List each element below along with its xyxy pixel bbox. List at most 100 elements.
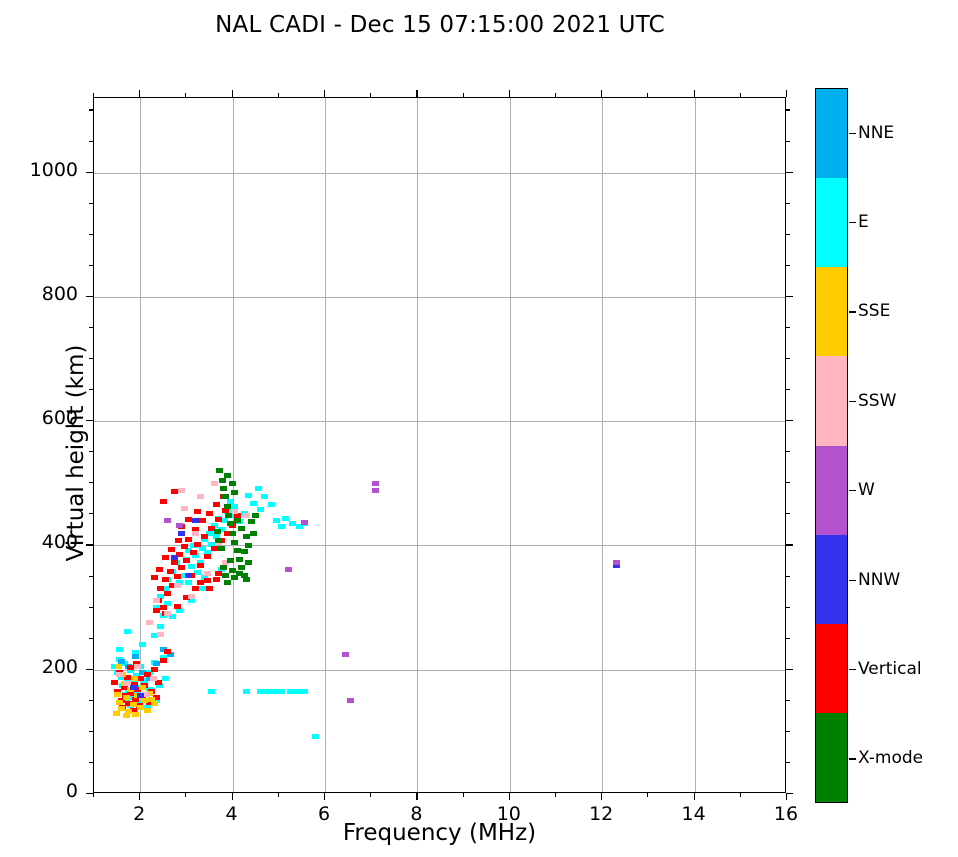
gridline-vertical <box>140 98 142 792</box>
colorbar-label-w: W <box>858 480 875 501</box>
x-tick-minor <box>185 93 187 97</box>
colorbar-label-sse: SSE <box>858 301 891 322</box>
data-point <box>132 653 140 659</box>
data-point <box>284 566 292 572</box>
data-point <box>129 707 137 713</box>
data-point <box>240 549 248 555</box>
data-point <box>141 698 149 704</box>
data-point <box>178 530 186 536</box>
data-point <box>185 572 193 578</box>
y-tick <box>86 668 93 670</box>
data-point <box>185 580 193 586</box>
data-point <box>268 501 276 507</box>
data-point <box>162 577 170 583</box>
y-tick-minor <box>89 202 93 204</box>
data-point <box>196 494 204 500</box>
data-point <box>142 692 150 698</box>
data-point <box>113 692 121 698</box>
colorbar-segment-nne <box>816 89 847 179</box>
x-tick-minor <box>93 793 95 797</box>
data-point <box>196 580 204 586</box>
data-point <box>233 513 241 519</box>
data-point <box>312 734 320 740</box>
colorbar-segment-vertical <box>816 623 847 713</box>
data-point <box>118 705 126 711</box>
data-point <box>155 679 163 685</box>
data-point <box>231 504 239 510</box>
data-point <box>157 623 165 629</box>
data-point <box>133 661 140 666</box>
data-point <box>233 518 241 524</box>
data-point <box>125 701 133 707</box>
data-point <box>231 539 239 545</box>
data-point <box>159 654 167 660</box>
data-point <box>127 690 135 696</box>
data-point <box>233 547 241 553</box>
data-point <box>122 713 130 719</box>
data-point <box>192 527 200 533</box>
y-tick-minor <box>89 575 93 577</box>
data-point <box>150 575 158 581</box>
data-point <box>164 518 172 524</box>
gridline-vertical <box>325 98 326 792</box>
x-tick-label: 16 <box>773 803 799 825</box>
data-point <box>256 688 264 694</box>
data-point <box>231 508 239 514</box>
data-point <box>222 494 230 500</box>
data-point <box>226 521 234 527</box>
data-point <box>214 529 222 535</box>
data-point <box>222 560 230 566</box>
colorbar-tick <box>849 758 856 760</box>
data-point <box>152 661 160 666</box>
data-point <box>145 690 153 696</box>
data-point <box>123 680 131 686</box>
colorbar-tick <box>849 400 856 403</box>
gridline-vertical <box>509 98 511 792</box>
gridline-horizontal <box>94 545 785 547</box>
data-point <box>238 525 246 531</box>
data-point <box>187 564 195 570</box>
x-tick-minor <box>185 793 187 797</box>
x-tick <box>139 793 141 800</box>
data-point <box>236 570 244 576</box>
data-point <box>113 688 121 694</box>
data-point <box>236 556 244 562</box>
data-point <box>224 530 232 536</box>
colorbar-label-e: E <box>858 212 869 233</box>
data-point <box>139 642 146 648</box>
data-point <box>143 704 151 710</box>
colorbar-tick <box>849 222 856 224</box>
data-point <box>194 541 202 547</box>
x-axis-label: Frequency (MHz) <box>342 820 537 846</box>
data-point <box>175 551 183 557</box>
colorbar <box>815 88 848 803</box>
y-tick-minor <box>89 264 93 266</box>
data-point <box>223 473 231 479</box>
data-point <box>148 697 156 703</box>
data-point <box>346 698 354 704</box>
data-point <box>612 560 620 566</box>
data-point <box>182 558 190 564</box>
data-point <box>152 597 160 603</box>
data-point <box>112 710 120 716</box>
data-point <box>187 593 195 599</box>
data-point <box>126 665 134 671</box>
data-point <box>136 675 144 681</box>
x-tick-minor <box>370 93 372 97</box>
x-tick-label: 8 <box>410 803 423 825</box>
colorbar-segment-sse <box>816 267 847 357</box>
y-tick-minor <box>89 451 93 453</box>
data-point <box>222 572 230 578</box>
colorbar-segment-e <box>816 178 847 268</box>
data-point <box>164 591 172 597</box>
y-tick-minor <box>786 264 790 266</box>
data-point <box>157 593 165 599</box>
data-point <box>263 688 271 694</box>
data-point <box>240 572 248 578</box>
data-point <box>215 516 223 522</box>
x-tick <box>693 793 695 800</box>
data-point <box>132 711 140 717</box>
data-point <box>229 480 237 486</box>
data-point <box>157 586 165 592</box>
y-tick-minor <box>786 482 790 484</box>
